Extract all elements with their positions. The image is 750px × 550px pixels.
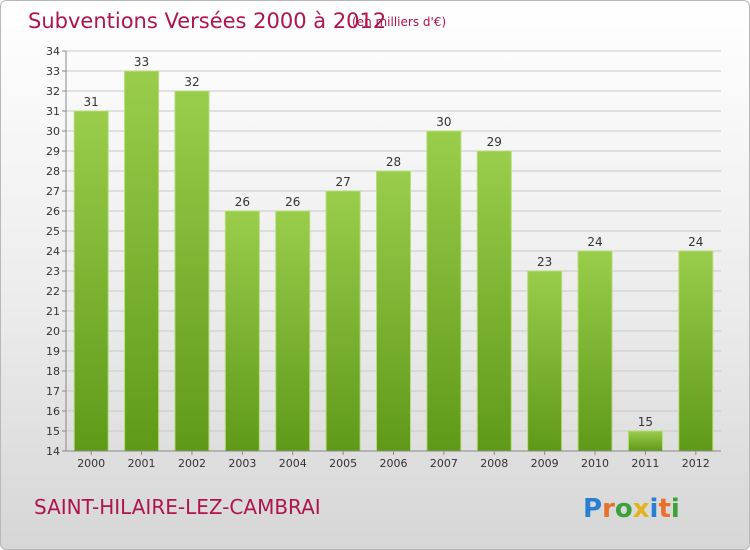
value-label-2010: 24 xyxy=(587,235,602,249)
bar-2003 xyxy=(224,210,260,452)
x-tick-label-2001: 2001 xyxy=(128,457,156,470)
y-tick-label: 21 xyxy=(46,305,60,318)
x-tick-label-2000: 2000 xyxy=(77,457,105,470)
y-tick-label: 34 xyxy=(46,45,60,58)
x-tick-label-2012: 2012 xyxy=(682,457,710,470)
x-tick-label-2002: 2002 xyxy=(178,457,206,470)
bar-2005 xyxy=(325,190,361,452)
y-tick-label: 33 xyxy=(46,65,60,78)
value-label-2011: 15 xyxy=(638,415,653,429)
value-label-2003: 26 xyxy=(235,195,250,209)
bar-2009 xyxy=(527,270,563,452)
value-label-2004: 26 xyxy=(285,195,300,209)
value-label-2012: 24 xyxy=(688,235,703,249)
value-label-2001: 33 xyxy=(134,55,149,69)
y-tick-label: 25 xyxy=(46,225,60,238)
x-tick-label-2008: 2008 xyxy=(480,457,508,470)
value-label-2009: 23 xyxy=(537,255,552,269)
y-tick-label: 16 xyxy=(46,405,60,418)
bar-2000 xyxy=(73,110,109,452)
bar-2006 xyxy=(376,170,411,452)
y-tick-label: 29 xyxy=(46,145,60,158)
bar-2011 xyxy=(627,430,663,452)
y-tick-label: 18 xyxy=(46,365,60,378)
svg-text:Proxiti: Proxiti xyxy=(583,494,680,524)
axes: 14 15 16 17 18 19 20 21 22 23 24 25 26 27 28 29 30 31 32 33… xyxy=(46,45,721,470)
chart-unit: (en milliers d'€) xyxy=(352,15,447,29)
bar-2010 xyxy=(577,250,613,452)
y-tick-label: 17 xyxy=(46,385,60,398)
x-tick-label-2011: 2011 xyxy=(631,457,659,470)
value-label-2002: 32 xyxy=(184,75,199,89)
bar-2007 xyxy=(426,130,462,452)
x-tick-label-2007: 2007 xyxy=(430,457,458,470)
x-tick-label-2004: 2004 xyxy=(279,457,307,470)
value-label-2007: 30 xyxy=(436,115,451,129)
x-tick-label-2005: 2005 xyxy=(329,457,357,470)
y-tick-label: 31 xyxy=(46,105,60,118)
y-tick-label: 23 xyxy=(46,265,60,278)
proxiti-logo: Proxiti xyxy=(583,494,680,524)
value-label-2006: 28 xyxy=(386,155,401,169)
bars: 31 33 32 26 26 27 28 30 29 23 24 15 24 xyxy=(73,55,714,452)
y-tick-label: 22 xyxy=(46,285,60,298)
bar-2008 xyxy=(476,150,512,452)
chart-title: Subventions Versées 2000 à 2012 xyxy=(28,9,387,33)
commune-name: SAINT-HILAIRE-LEZ-CAMBRAI xyxy=(34,495,321,519)
y-tick-label: 27 xyxy=(46,185,60,198)
y-tick-label: 30 xyxy=(46,125,60,138)
bar-2004 xyxy=(275,210,311,452)
x-tick-label-2009: 2009 xyxy=(531,457,559,470)
y-tick-label: 24 xyxy=(46,245,60,258)
y-tick-label: 20 xyxy=(46,325,60,338)
y-tick-label: 32 xyxy=(46,85,60,98)
bar-2002 xyxy=(174,90,210,452)
y-tick-label: 26 xyxy=(46,205,60,218)
bar-2012 xyxy=(678,250,714,452)
x-tick-label-2003: 2003 xyxy=(228,457,256,470)
y-tick-label: 14 xyxy=(46,445,60,458)
bar-2001 xyxy=(124,70,160,452)
y-tick-label: 28 xyxy=(46,165,60,178)
value-label-2000: 31 xyxy=(84,95,99,109)
y-tick-label: 19 xyxy=(46,345,60,358)
value-label-2008: 29 xyxy=(487,135,502,149)
x-tick-label-2006: 2006 xyxy=(380,457,408,470)
x-tick-label-2010: 2010 xyxy=(581,457,609,470)
value-label-2005: 27 xyxy=(335,175,350,189)
y-tick-label: 15 xyxy=(46,425,60,438)
